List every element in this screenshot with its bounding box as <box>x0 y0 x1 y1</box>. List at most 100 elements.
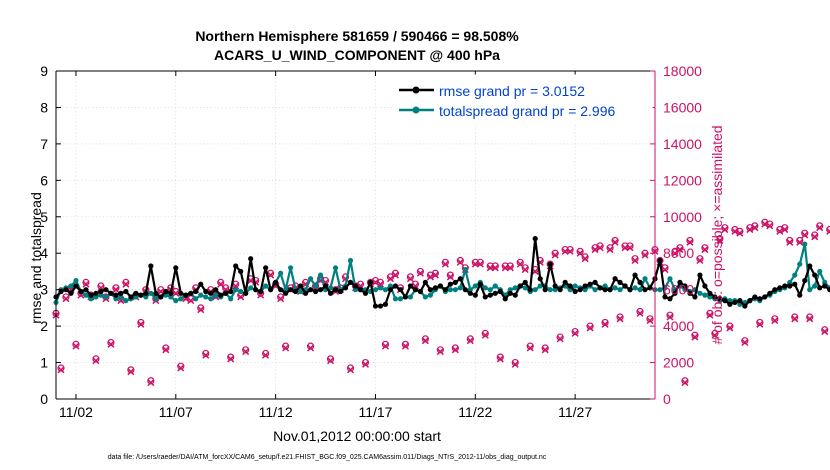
obs-assimilated-marker <box>696 256 704 265</box>
rmse-point <box>547 261 553 267</box>
totalspread-point <box>332 265 339 271</box>
rmse-point <box>512 292 518 298</box>
obs-assimilated-marker <box>816 224 824 232</box>
obs-possible-marker <box>611 236 619 245</box>
obs-possible-marker <box>796 236 804 245</box>
rmse-point <box>727 301 733 307</box>
obs-assimilated-marker <box>631 256 639 265</box>
obs-assimilated-marker <box>806 315 814 323</box>
totalspread-point <box>707 294 713 300</box>
obs-possible-marker <box>391 269 400 277</box>
obs-assimilated-marker <box>736 229 744 237</box>
obs-possible-marker <box>666 311 674 319</box>
y-left-tick-label: 4 <box>40 245 48 261</box>
rmse-point <box>382 301 389 307</box>
rmse-point <box>118 290 124 296</box>
rmse-point <box>397 287 404 293</box>
rmse-point <box>657 257 663 264</box>
rmse-point <box>243 290 249 296</box>
rmse-point <box>63 287 69 293</box>
obs-possible-marker <box>72 340 80 348</box>
totalspread-point <box>787 279 793 285</box>
totalspread-point <box>263 283 269 289</box>
obs-possible-marker <box>741 337 749 345</box>
obs-possible-marker <box>681 377 689 385</box>
totalspread-point <box>407 294 414 300</box>
rmse-point <box>662 294 668 300</box>
rmse-point <box>737 298 743 304</box>
rmse-point <box>717 296 723 302</box>
rmse-point <box>88 292 94 298</box>
y-axis-left-label: rmse and totalspread <box>28 192 44 324</box>
totalspread-point <box>312 283 319 289</box>
axes: 11/02 11/07 11/12 11/17 11/22 11/27 0 1 2 3 4 5 6 7 8 9… <box>40 63 702 420</box>
obs-assimilated-marker <box>791 315 799 323</box>
rmse-point <box>467 290 473 296</box>
rmse-point <box>787 283 793 289</box>
obs-assimilated-marker <box>187 297 195 305</box>
totalspread-point <box>278 270 284 276</box>
obs-possible-marker <box>406 273 415 281</box>
rmse-point <box>482 294 488 300</box>
obs-assimilated-marker <box>426 273 434 281</box>
obs-assimilated-marker <box>576 249 584 257</box>
y-right-tick-label: 16000 <box>663 99 702 115</box>
obs-assimilated-marker <box>596 244 604 252</box>
obs-assimilated-marker <box>751 224 759 232</box>
rmse-point <box>213 287 219 293</box>
obs-possible-marker <box>696 255 704 263</box>
totalspread-point <box>193 296 199 302</box>
chart-title-line-2: ACARS_U_WIND_COMPONENT @ 400 hPa <box>214 47 500 63</box>
y-left-tick-label: 2 <box>40 318 48 334</box>
totalspread-point <box>233 287 239 293</box>
totalspread-point <box>143 294 149 300</box>
rmse-point <box>258 288 264 295</box>
obs-assimilated-marker <box>172 289 180 297</box>
obs-possible-marker <box>282 342 290 350</box>
rmse-point <box>278 287 284 293</box>
obs-assimilated-marker <box>781 226 789 234</box>
footer-data-file: data file: /Users/raeder/DAI/ATM_forcXX/… <box>108 454 547 461</box>
rmse-point <box>822 283 828 289</box>
obs-assimilated-marker <box>641 251 649 259</box>
y-left-tick-label: 0 <box>40 391 48 407</box>
obs-assimilated-marker <box>721 226 729 234</box>
obs-assimilated-marker <box>431 271 439 279</box>
obs-possible-marker <box>112 284 120 292</box>
rmse-point <box>812 272 818 278</box>
rmse-point <box>642 287 648 293</box>
obs-possible-marker <box>636 307 644 316</box>
rmse-point <box>572 288 578 295</box>
legend: rmse grand pr = 3.0152 totalspread grand… <box>393 74 653 124</box>
rmse-point <box>78 288 84 295</box>
obs-possible-marker <box>641 249 649 257</box>
obs-possible-marker <box>127 366 135 374</box>
totalspread-point <box>173 298 179 304</box>
obs-assimilated-marker <box>666 313 674 321</box>
obs-assimilated-marker <box>521 266 529 274</box>
totalspread-point <box>93 294 99 300</box>
totalspread-point <box>377 285 384 291</box>
totalspread-point <box>452 287 458 293</box>
totalspread-point <box>427 292 433 298</box>
x-tick-label: 11/12 <box>259 404 293 420</box>
totalspread-point <box>98 292 104 298</box>
obs-possible-marker <box>431 269 439 277</box>
rmse-point <box>268 287 274 293</box>
obs-possible-marker <box>242 346 250 354</box>
rmse-point <box>622 283 628 289</box>
obs-assimilated-marker <box>706 311 714 319</box>
obs-assimilated-marker <box>107 340 115 348</box>
obs-possible-marker <box>57 364 65 372</box>
obs-assimilated-marker <box>197 306 205 314</box>
obs-possible-marker <box>821 326 829 334</box>
totalspread-point <box>248 285 254 291</box>
obs-assimilated-marker <box>811 233 819 241</box>
rmse-point <box>253 287 259 293</box>
rmse-point <box>772 287 778 293</box>
rmse-point <box>123 288 129 295</box>
rmse-point <box>372 303 379 309</box>
rmse-point <box>777 285 783 291</box>
obs-possible-marker <box>801 229 809 237</box>
totalspread-point <box>632 285 638 291</box>
